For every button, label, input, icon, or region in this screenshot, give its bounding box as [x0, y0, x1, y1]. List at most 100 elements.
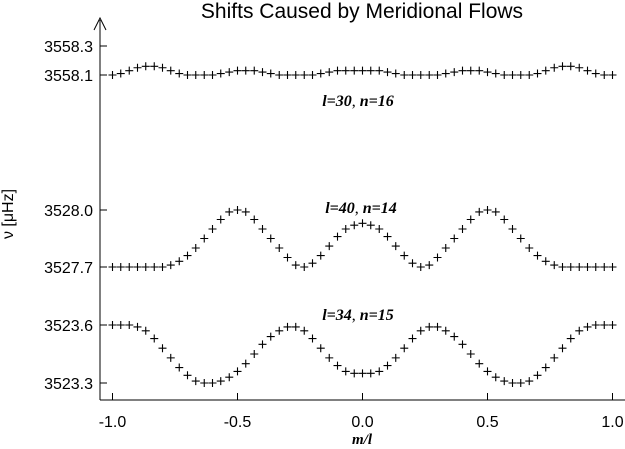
data-point [600, 263, 609, 271]
x-tick-label: -0.5 [224, 414, 252, 431]
data-point [316, 69, 325, 78]
data-point [166, 353, 175, 362]
data-point [391, 69, 400, 78]
data-point [166, 261, 175, 270]
data-point [141, 326, 150, 335]
data-point [241, 359, 250, 368]
data-point [191, 244, 200, 252]
data-point [133, 63, 142, 72]
data-point [541, 257, 550, 266]
x-tick-label: 0.5 [476, 414, 498, 431]
data-point [158, 263, 167, 271]
data-point [375, 225, 384, 233]
data-point [408, 334, 417, 343]
data-point [250, 66, 259, 75]
data-point [575, 326, 584, 335]
data-point [208, 379, 217, 387]
data-point [283, 322, 292, 331]
data-point [591, 69, 600, 78]
data-point [591, 321, 600, 329]
data-point [175, 363, 184, 372]
x-tick-label: 1.0 [601, 414, 623, 431]
data-point [116, 321, 125, 329]
data-point [533, 69, 542, 78]
data-point [283, 71, 292, 79]
data-point [525, 377, 534, 386]
data-point [116, 263, 125, 271]
panel-labels: l=30, n=16 l=40, n=14 l=34, n=15 [322, 93, 397, 324]
data-point [366, 369, 375, 378]
series-markers [108, 62, 617, 79]
data-point [341, 367, 350, 376]
series-markers [108, 206, 617, 271]
data-point [516, 234, 525, 243]
data-point [266, 69, 275, 78]
data-point [425, 261, 434, 270]
data-point [366, 66, 375, 75]
data-point [158, 63, 167, 72]
data-point [333, 232, 342, 241]
series-label: l=34, n=15 [322, 307, 394, 324]
data-point [175, 69, 184, 78]
data-point [441, 326, 450, 335]
data-point [575, 63, 584, 72]
data-point [333, 66, 342, 75]
data-point [308, 71, 317, 79]
data-point [525, 71, 534, 79]
data-point [308, 334, 317, 343]
data-point [241, 207, 250, 216]
data-point [433, 322, 442, 331]
x-tick-label: -1.0 [99, 414, 127, 431]
data-point [216, 69, 225, 78]
data-point [183, 371, 192, 380]
data-point [558, 263, 567, 271]
data-point [416, 263, 425, 271]
data-point [458, 66, 467, 75]
data-point [275, 244, 284, 252]
x-tick-label: 0.0 [351, 414, 373, 431]
data-point [200, 379, 209, 387]
data-point [150, 62, 159, 71]
data-point [508, 71, 517, 79]
data-point [383, 68, 392, 77]
y-tick-label: 3558.1 [44, 68, 93, 85]
data-point [366, 221, 375, 230]
data-point [225, 68, 234, 77]
data-point [391, 353, 400, 362]
data-point [425, 71, 434, 79]
data-point [208, 225, 217, 233]
data-point [591, 263, 600, 271]
data-point [400, 251, 409, 260]
data-point [383, 361, 392, 370]
data-point [158, 344, 167, 353]
data-point [150, 334, 159, 343]
data-point [408, 259, 417, 268]
x-ticks: -1.0 -0.5 0.0 0.5 1.0 [99, 393, 624, 431]
data-point [191, 377, 200, 386]
data-point [350, 369, 359, 378]
data-point [475, 207, 484, 216]
data-point [508, 225, 517, 233]
y-ticks: 3558.3 3558.1 3528.0 3527.7 3523.6 3523.3 [44, 39, 107, 393]
data-point [250, 350, 259, 358]
data-point [558, 62, 567, 71]
data-point [233, 66, 242, 75]
data-point [600, 71, 609, 79]
data-point [566, 334, 575, 343]
data-point [341, 225, 350, 233]
data-point [458, 225, 467, 233]
data-point [466, 66, 475, 75]
data-point [483, 68, 492, 77]
y-tick-label: 3523.6 [44, 318, 93, 335]
data-point [241, 66, 250, 75]
data-point [358, 369, 367, 378]
data-point [525, 244, 534, 252]
data-point [533, 251, 542, 260]
data-point [608, 321, 617, 329]
data-point [300, 326, 309, 335]
y-axis-label: ν [μHz] [0, 189, 17, 239]
data-point [541, 66, 550, 75]
data-point [108, 321, 117, 329]
data-point [541, 363, 550, 372]
data-point [200, 234, 209, 243]
